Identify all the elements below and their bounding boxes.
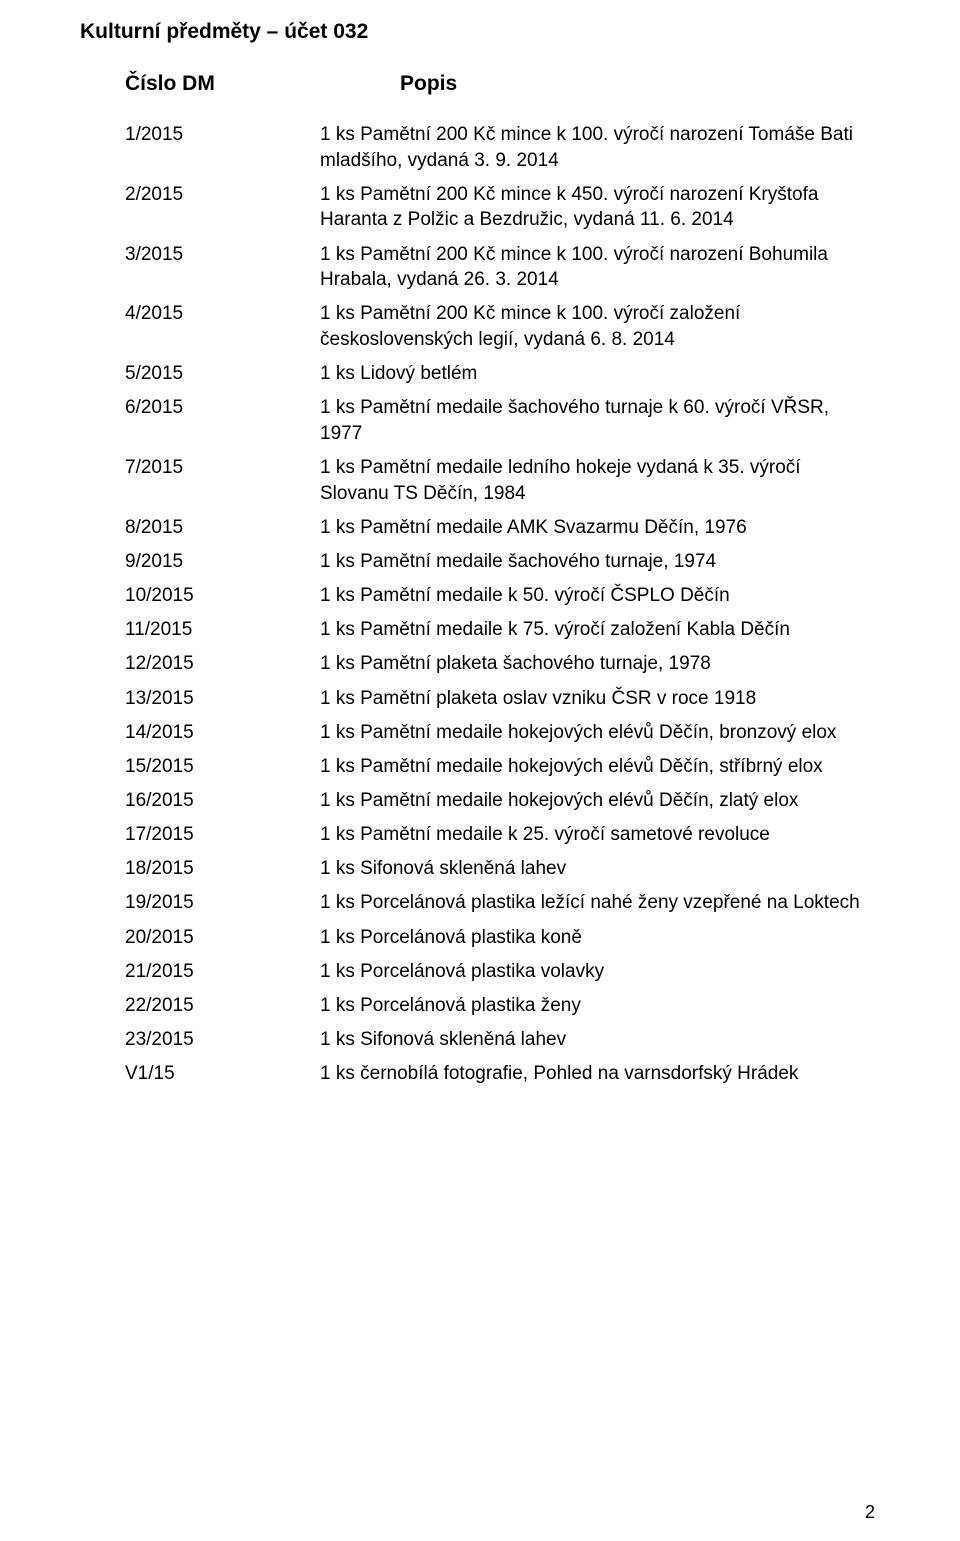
cell-desc: 1 ks Sifonová skleněná lahev bbox=[280, 856, 880, 882]
cell-desc: 1 ks Pamětní 200 Kč mince k 100. výročí … bbox=[280, 122, 880, 173]
cell-desc: 1 ks Pamětní medaile hokejových elévů Dě… bbox=[280, 788, 880, 814]
header-desc: Popis bbox=[280, 72, 880, 96]
cell-desc: 1 ks Pamětní 200 Kč mince k 100. výročí … bbox=[280, 301, 880, 352]
table-row: 12/20151 ks Pamětní plaketa šachového tu… bbox=[80, 651, 880, 677]
table-body: 1/20151 ks Pamětní 200 Kč mince k 100. v… bbox=[80, 122, 880, 1087]
cell-id: 18/2015 bbox=[80, 856, 280, 882]
cell-desc: 1 ks Pamětní medaile k 50. výročí ČSPLO … bbox=[280, 583, 880, 609]
cell-id: 19/2015 bbox=[80, 890, 280, 916]
table-row: 1/20151 ks Pamětní 200 Kč mince k 100. v… bbox=[80, 122, 880, 173]
cell-id: 6/2015 bbox=[80, 395, 280, 446]
table-row: 16/20151 ks Pamětní medaile hokejových e… bbox=[80, 788, 880, 814]
table-row: 11/20151 ks Pamětní medaile k 75. výročí… bbox=[80, 617, 880, 643]
cell-desc: 1 ks Sifonová skleněná lahev bbox=[280, 1027, 880, 1053]
cell-id: 12/2015 bbox=[80, 651, 280, 677]
cell-id: 9/2015 bbox=[80, 549, 280, 575]
cell-desc: 1 ks Pamětní plaketa šachového turnaje, … bbox=[280, 651, 880, 677]
table-row: 19/20151 ks Porcelánová plastika ležící … bbox=[80, 890, 880, 916]
table-row: V1/151 ks černobílá fotografie, Pohled n… bbox=[80, 1061, 880, 1087]
page: Kulturní předměty – účet 032 Číslo DM Po… bbox=[0, 0, 960, 1541]
cell-id: 3/2015 bbox=[80, 242, 280, 293]
cell-desc: 1 ks Porcelánová plastika volavky bbox=[280, 959, 880, 985]
cell-desc: 1 ks Porcelánová plastika koně bbox=[280, 925, 880, 951]
table-row: 6/20151 ks Pamětní medaile šachového tur… bbox=[80, 395, 880, 446]
cell-id: 16/2015 bbox=[80, 788, 280, 814]
table-row: 18/20151 ks Sifonová skleněná lahev bbox=[80, 856, 880, 882]
cell-desc: 1 ks Pamětní medaile AMK Svazarmu Děčín,… bbox=[280, 515, 880, 541]
cell-id: 21/2015 bbox=[80, 959, 280, 985]
cell-desc: 1 ks Pamětní medaile hokejových elévů Dě… bbox=[280, 720, 880, 746]
table-row: 8/20151 ks Pamětní medaile AMK Svazarmu … bbox=[80, 515, 880, 541]
table-row: 13/20151 ks Pamětní plaketa oslav vzniku… bbox=[80, 686, 880, 712]
cell-desc: 1 ks Pamětní medaile k 25. výročí sameto… bbox=[280, 822, 880, 848]
cell-desc: 1 ks Porcelánová plastika ženy bbox=[280, 993, 880, 1019]
table-header: Číslo DM Popis bbox=[80, 72, 880, 96]
cell-id: 14/2015 bbox=[80, 720, 280, 746]
table-row: 5/20151 ks Lidový betlém bbox=[80, 361, 880, 387]
cell-id: 8/2015 bbox=[80, 515, 280, 541]
table-row: 23/20151 ks Sifonová skleněná lahev bbox=[80, 1027, 880, 1053]
cell-desc: 1 ks Pamětní 200 Kč mince k 100. výročí … bbox=[280, 242, 880, 293]
cell-id: V1/15 bbox=[80, 1061, 280, 1087]
table-row: 14/20151 ks Pamětní medaile hokejových e… bbox=[80, 720, 880, 746]
cell-id: 20/2015 bbox=[80, 925, 280, 951]
cell-id: 7/2015 bbox=[80, 455, 280, 506]
table-row: 22/20151 ks Porcelánová plastika ženy bbox=[80, 993, 880, 1019]
cell-id: 15/2015 bbox=[80, 754, 280, 780]
table-row: 3/20151 ks Pamětní 200 Kč mince k 100. v… bbox=[80, 242, 880, 293]
document-title: Kulturní předměty – účet 032 bbox=[80, 20, 880, 44]
cell-id: 17/2015 bbox=[80, 822, 280, 848]
cell-desc: 1 ks Pamětní medaile ledního hokeje vyda… bbox=[280, 455, 880, 506]
cell-desc: 1 ks Porcelánová plastika ležící nahé že… bbox=[280, 890, 880, 916]
cell-desc: 1 ks Pamětní 200 Kč mince k 450. výročí … bbox=[280, 182, 880, 233]
cell-desc: 1 ks Pamětní medaile k 75. výročí založe… bbox=[280, 617, 880, 643]
cell-id: 23/2015 bbox=[80, 1027, 280, 1053]
cell-desc: 1 ks Pamětní medaile šachového turnaje, … bbox=[280, 549, 880, 575]
cell-id: 1/2015 bbox=[80, 122, 280, 173]
cell-id: 13/2015 bbox=[80, 686, 280, 712]
cell-id: 10/2015 bbox=[80, 583, 280, 609]
page-number: 2 bbox=[865, 1502, 875, 1523]
cell-id: 2/2015 bbox=[80, 182, 280, 233]
cell-desc: 1 ks Lidový betlém bbox=[280, 361, 880, 387]
cell-id: 11/2015 bbox=[80, 617, 280, 643]
table-row: 15/20151 ks Pamětní medaile hokejových e… bbox=[80, 754, 880, 780]
table-row: 2/20151 ks Pamětní 200 Kč mince k 450. v… bbox=[80, 182, 880, 233]
cell-id: 5/2015 bbox=[80, 361, 280, 387]
table-row: 10/20151 ks Pamětní medaile k 50. výročí… bbox=[80, 583, 880, 609]
table-row: 7/20151 ks Pamětní medaile ledního hokej… bbox=[80, 455, 880, 506]
table-row: 20/20151 ks Porcelánová plastika koně bbox=[80, 925, 880, 951]
cell-desc: 1 ks Pamětní plaketa oslav vzniku ČSR v … bbox=[280, 686, 880, 712]
table-row: 9/20151 ks Pamětní medaile šachového tur… bbox=[80, 549, 880, 575]
header-id: Číslo DM bbox=[80, 72, 280, 96]
table-row: 17/20151 ks Pamětní medaile k 25. výročí… bbox=[80, 822, 880, 848]
table-row: 21/20151 ks Porcelánová plastika volavky bbox=[80, 959, 880, 985]
cell-id: 4/2015 bbox=[80, 301, 280, 352]
table-row: 4/20151 ks Pamětní 200 Kč mince k 100. v… bbox=[80, 301, 880, 352]
cell-desc: 1 ks Pamětní medaile šachového turnaje k… bbox=[280, 395, 880, 446]
cell-desc: 1 ks černobílá fotografie, Pohled na var… bbox=[280, 1061, 880, 1087]
cell-id: 22/2015 bbox=[80, 993, 280, 1019]
cell-desc: 1 ks Pamětní medaile hokejových elévů Dě… bbox=[280, 754, 880, 780]
